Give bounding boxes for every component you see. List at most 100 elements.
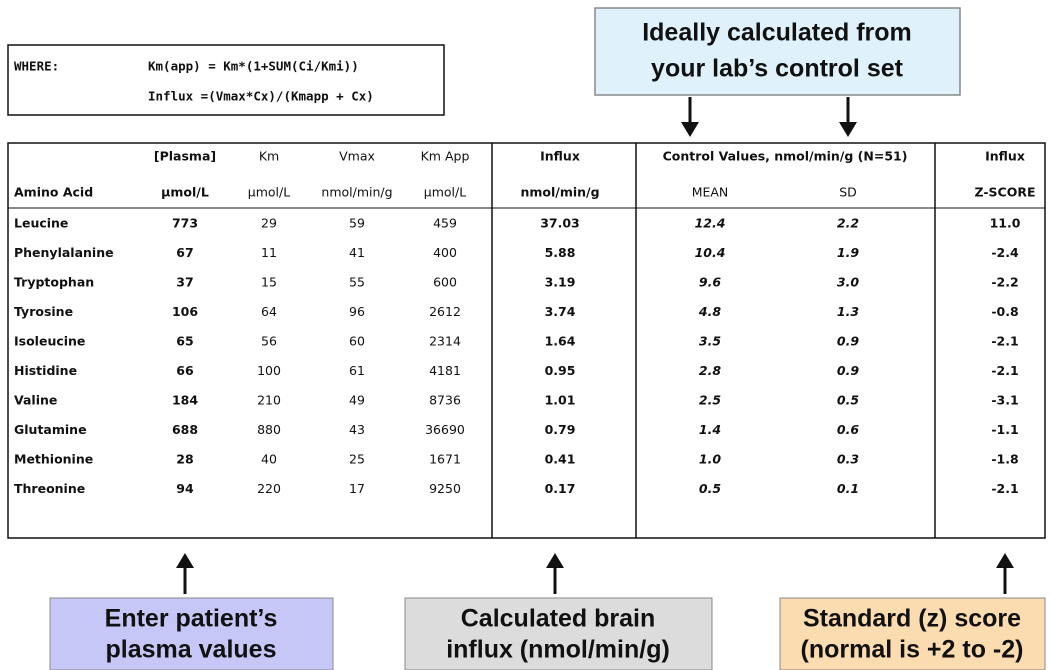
table-cell: 15 [261,275,277,290]
table-cell: -0.8 [991,304,1018,319]
table-cell: 3.5 [699,334,721,349]
table-cell: 67 [176,245,193,260]
header-cell: μmol/L [248,185,290,200]
table-cell: 37 [176,275,193,290]
table-cell: 3.19 [545,275,576,290]
callout-text: (normal is +2 to -2) [801,636,1024,664]
header-cell: μmol/L [161,185,209,200]
table-cell: 400 [433,245,457,260]
table-cell: 100 [257,363,281,378]
table-cell: Leucine [14,216,68,231]
table-cell: 11.0 [990,216,1021,231]
table-cell: 0.9 [837,363,859,378]
formula-line: Influx =(Vmax*Cx)/(Kmapp + Cx) [148,89,374,104]
table-cell: 64 [261,304,277,319]
table-cell: Tryptophan [14,275,94,290]
table-cell: 59 [349,216,365,231]
table-cell: 773 [172,216,198,231]
table-cell: 2.8 [699,363,721,378]
table-cell: -2.1 [991,481,1018,496]
table-cell: 0.95 [545,363,576,378]
table-cell: 1.0 [699,452,721,467]
table-cell: 28 [176,452,193,467]
table-cell: 4.8 [698,304,721,319]
table-cell: 5.88 [545,245,576,260]
header-cell: MEAN [692,185,729,200]
table-cell: 49 [349,393,365,408]
top-callout-box [594,7,961,96]
header-cell: Km App [421,149,470,164]
table-cell: 4181 [429,363,461,378]
table-cell: 2612 [429,304,461,319]
header-cell: SD [839,185,857,200]
formula-box [7,44,445,116]
table-cell: 0.6 [837,422,859,437]
header-cell: Z-SCORE [975,185,1036,200]
table-cell: 2314 [429,334,461,349]
table-cell: -1.8 [991,452,1018,467]
table-cell: 11 [261,245,277,260]
header-cell: Amino Acid [14,185,93,200]
callout-text: Calculated brain [461,605,656,633]
callout-box [404,597,713,670]
table-cell: Tyrosine [14,304,73,319]
table-cell: 2.5 [699,393,721,408]
table-cell: 1.9 [837,245,859,260]
table-cell: -1.1 [991,422,1018,437]
arrows [183,97,1007,594]
table-cell: 1.3 [837,304,859,319]
table-cell: 12.4 [695,216,726,231]
table-cell: 56 [261,334,277,349]
table-cell: 0.1 [837,481,859,496]
table-cell: 17 [349,481,365,496]
table-cell: 65 [176,334,193,349]
table-cell: 8736 [429,393,461,408]
callout-text: influx (nmol/min/g) [446,636,670,664]
table-cell: Threonine [14,481,85,496]
table-cell: -2.1 [991,334,1018,349]
table-cell: 3.0 [837,275,859,290]
table-cell: -2.1 [991,363,1018,378]
table-cell: 10.4 [695,245,726,260]
header-cell: Influx [985,149,1025,164]
callout-text: plasma values [106,636,277,664]
header-cell: Vmax [339,149,375,164]
table-cell: 66 [176,363,194,378]
header-cell: [Plasma] [154,149,216,164]
table-cell: 880 [257,422,281,437]
table-lines [8,143,1045,538]
table-cell: 36690 [425,422,465,437]
table-cell: Glutamine [14,422,87,437]
table-cell: 3.74 [545,304,576,319]
table-cell: 184 [172,393,198,408]
table-cell: Histidine [14,363,77,378]
table-cell: 106 [172,304,198,319]
table-cell: 2.2 [837,216,859,231]
header-cell: Control Values, nmol/min/g (N=51) [663,149,908,164]
table-cell: 40 [261,452,277,467]
table-cell: 0.41 [545,452,576,467]
table-cell: 0.17 [545,481,576,496]
table-cell: 1.01 [545,393,576,408]
header-cell: Km [259,149,279,164]
callout-box [779,597,1046,670]
header-cell: nmol/min/g [321,185,392,200]
table-cell: 96 [349,304,365,319]
table-cell: 0.79 [545,422,576,437]
header-cell: nmol/min/g [520,185,599,200]
table-cell: 0.5 [837,393,859,408]
table-cell: Methionine [14,452,93,467]
table-cell: 600 [433,275,457,290]
table-cell: 61 [349,363,365,378]
table-cell: 55 [349,275,365,290]
table-cell: 25 [349,452,365,467]
table-cell: 9.6 [699,275,721,290]
table-cell: 41 [349,245,365,260]
header-cell: Influx [540,149,580,164]
table-cell: Valine [14,393,57,408]
table-cell: 1671 [429,452,461,467]
table-cell: Isoleucine [14,334,85,349]
table-border [7,142,1046,539]
table-cell: 94 [176,481,194,496]
table-cell: -3.1 [991,393,1018,408]
